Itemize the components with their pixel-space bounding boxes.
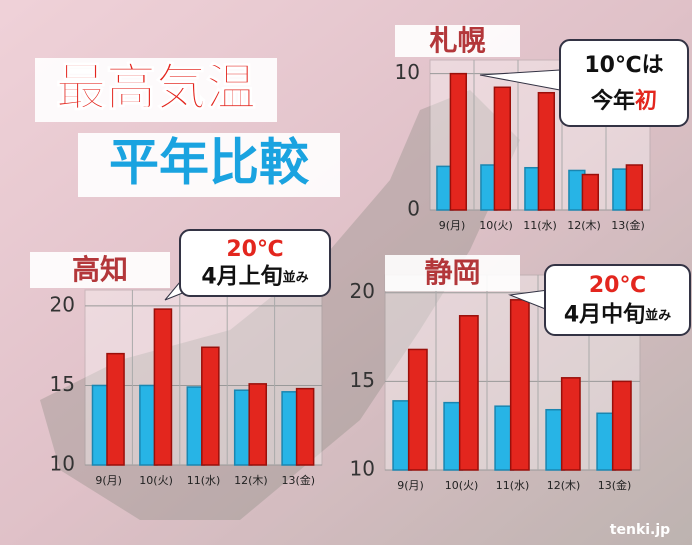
x-tick-label: 13(金) [611,218,645,232]
callout-text: 今年初 [591,88,657,114]
callout-text: 並み [645,307,671,323]
bar [248,383,268,466]
callout-text: 10℃は [584,53,663,78]
bar [201,346,220,466]
x-tick-label: 11(水) [496,479,530,492]
chart-title-box [385,255,520,291]
x-tick-label: 12(木) [547,479,581,492]
y-tick-label: 15 [50,372,75,396]
x-tick-label: 10(火) [445,479,479,492]
subtitle-box [78,133,340,197]
callout-text: 20℃ [589,273,646,298]
chart-title: 静岡 [424,256,480,289]
y-tick-label: 10 [395,60,420,84]
bar [537,91,556,211]
bar [509,299,530,471]
callout-text: 初 [635,88,657,114]
x-tick-label: 9(月) [397,479,424,492]
x-tick-label: 13(金) [282,473,316,487]
y-tick-label: 15 [350,368,375,392]
bar [449,72,468,211]
callout-text: 20℃ [226,237,283,262]
bar [106,352,125,466]
callout-text: 4月中旬並み [564,301,671,327]
x-tick-label: 13(金) [598,478,632,492]
chart-title-box [30,252,170,288]
chart-title: 札幌 [429,24,485,57]
title-box [35,58,277,122]
y-tick-label: 10 [50,452,75,476]
callout [179,229,331,297]
subtitle: 平年比較 [109,134,310,192]
bar [581,173,600,211]
y-tick-label: 20 [50,292,75,316]
chart-title: 高知 [72,253,128,286]
x-tick-label: 11(水) [523,219,557,232]
bar [458,315,479,471]
callout-text: 4月上旬並み [201,264,308,290]
bar [493,86,512,211]
bar [407,348,428,471]
x-tick-label: 10(火) [139,474,173,487]
y-tick-label: 0 [407,197,420,221]
bar [625,164,644,211]
y-tick-label: 10 [350,457,375,481]
chart-title-box [395,25,520,57]
callout-text: 4月中旬 [564,301,645,327]
bar [295,387,315,466]
bar [153,308,173,466]
bar [560,377,581,471]
callout [544,264,691,336]
x-tick-label: 9(月) [439,219,466,232]
callout-text: 4月上旬 [201,264,282,290]
bar [611,380,632,471]
callout [559,39,689,127]
credit: tenki.jp [610,522,670,538]
x-tick-label: 9(月) [95,474,122,487]
main-title: 最高気温 [56,59,256,117]
x-tick-label: 12(木) [567,219,601,232]
x-tick-label: 10(火) [479,219,513,232]
x-tick-label: 12(木) [234,474,268,487]
x-tick-label: 11(水) [187,474,221,487]
callout-text: 並み [283,269,309,285]
callout-text: 今年 [591,88,635,114]
y-tick-label: 20 [350,279,375,303]
